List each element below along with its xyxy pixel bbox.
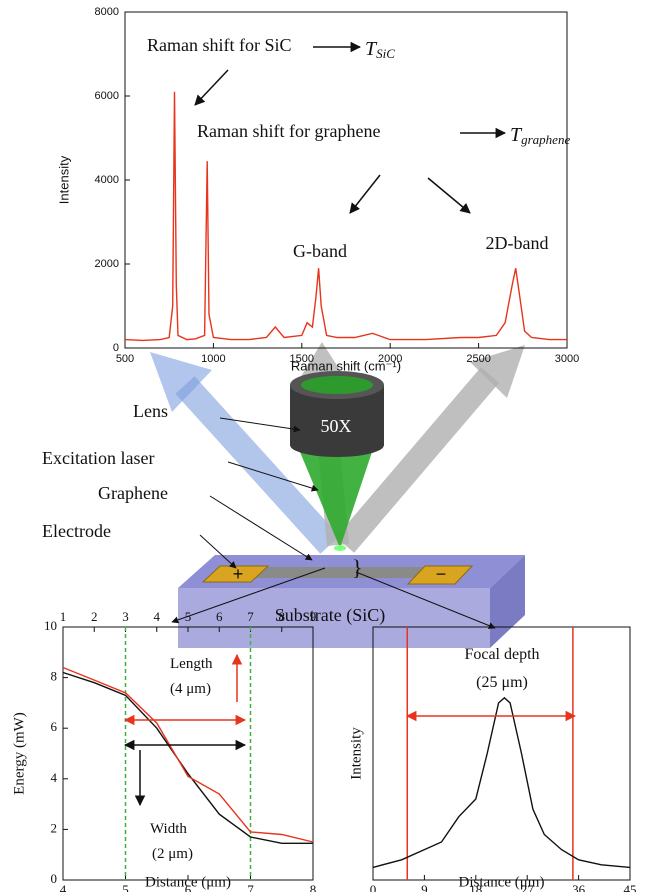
- x-tick-label: 36: [572, 882, 586, 892]
- annotation: Length: [170, 656, 213, 672]
- x-axis-label: Distance (μm): [145, 874, 231, 890]
- x-tick-label: 500: [116, 353, 134, 365]
- annotation: 2D-band: [486, 233, 549, 253]
- annotation-text: Focal depth: [464, 646, 539, 663]
- annotation-arrow: [428, 178, 470, 213]
- annotation-text: G-band: [293, 241, 347, 261]
- x-tick-label: 4: [60, 882, 67, 892]
- lens-glass: [301, 376, 373, 394]
- series-line: [373, 698, 630, 868]
- x-tick-label: 8: [310, 882, 317, 892]
- annotation: Raman shift for graphene: [197, 121, 380, 141]
- label: Substrate (SiC): [275, 605, 386, 626]
- x-tick-label: 3000: [555, 353, 579, 365]
- x2-tick-label: 5: [185, 609, 192, 624]
- y-tick-label: 2000: [95, 258, 119, 270]
- y-tick-label: 0: [51, 871, 58, 886]
- y-tick-label: 8000: [95, 6, 119, 18]
- label: Electrode: [42, 521, 111, 541]
- label: −: [436, 564, 447, 584]
- x-tick-label: 5: [122, 882, 129, 892]
- label: 50X: [321, 416, 352, 436]
- x2-tick-label: 3: [122, 609, 129, 624]
- graphene-strip: [250, 567, 425, 578]
- y-tick-label: 10: [44, 618, 57, 633]
- annotation-text: 2D-band: [486, 233, 549, 253]
- annotation-subscript: SiC: [376, 46, 395, 61]
- x2-tick-label: 4: [154, 609, 161, 624]
- annotation-text: (4 μm): [170, 681, 211, 697]
- annotation: (4 μm): [170, 681, 211, 697]
- y-tick-label: 2: [51, 820, 58, 835]
- annotation-arrow: [195, 70, 228, 105]
- annotation-text: Length: [170, 656, 213, 672]
- x-axis-label: Raman shift (cm⁻¹): [291, 358, 401, 373]
- bracket: }: [352, 555, 363, 580]
- y-tick-label: 8: [51, 669, 58, 684]
- plot-frame: [125, 12, 567, 348]
- label: Excitation laser: [42, 448, 154, 468]
- y-tick-label: 6000: [95, 90, 119, 102]
- x2-tick-label: 8: [279, 609, 286, 624]
- x2-tick-label: 1: [60, 609, 67, 624]
- y-tick-label: 4000: [95, 174, 119, 186]
- label: Graphene: [98, 483, 168, 503]
- y-axis-label: Energy (mW): [11, 712, 27, 795]
- y-tick-label: 4: [51, 770, 58, 785]
- annotation-text: (25 μm): [476, 674, 528, 691]
- annotation-subscript: graphene: [521, 132, 570, 147]
- series-line: [63, 673, 313, 844]
- y-axis-label: Intensity: [348, 727, 364, 780]
- label: +: [233, 564, 244, 584]
- label: Lens: [133, 401, 168, 421]
- annotation-text: Width: [150, 821, 187, 837]
- y-tick-label: 0: [113, 342, 119, 354]
- plot-frame: [373, 627, 630, 880]
- x-tick-label: 1000: [201, 353, 225, 365]
- x2-tick-label: 7: [247, 609, 254, 624]
- x-tick-label: 7: [247, 882, 254, 892]
- annotation-arrow: [350, 175, 380, 213]
- annotation-text: (2 μm): [152, 846, 193, 862]
- annotation: Raman shift for SiC: [147, 35, 292, 55]
- annotation: Tgraphene: [510, 124, 570, 147]
- x2-tick-label: 9: [310, 609, 317, 624]
- x2-tick-label: 2: [91, 609, 98, 624]
- x-axis-label: Distance (μm): [459, 874, 545, 890]
- annotation-text: Raman shift for SiC: [147, 35, 292, 55]
- x-tick-label: 2500: [466, 353, 490, 365]
- annotation: (2 μm): [152, 846, 193, 862]
- y-axis-label: Intensity: [56, 155, 71, 204]
- x-tick-label: 0: [370, 882, 377, 892]
- annotation: (25 μm): [476, 674, 528, 691]
- annotation: G-band: [293, 241, 347, 261]
- annotation: Width: [150, 821, 187, 837]
- lens-bottom: [290, 433, 384, 457]
- setup-diagram: } Lens 50X Excitation laser Graphene Ele…: [42, 342, 525, 648]
- laser-spot: [334, 545, 346, 551]
- annotation: Focal depth: [464, 646, 539, 663]
- figure: } Lens 50X Excitation laser Graphene Ele…: [0, 0, 648, 892]
- annotation: TSiC: [365, 38, 395, 61]
- x2-tick-label: 6: [216, 609, 223, 624]
- annotation-text: Raman shift for graphene: [197, 121, 380, 141]
- y-tick-label: 6: [51, 719, 58, 734]
- x-tick-label: 45: [624, 882, 637, 892]
- x-tick-label: 9: [421, 882, 428, 892]
